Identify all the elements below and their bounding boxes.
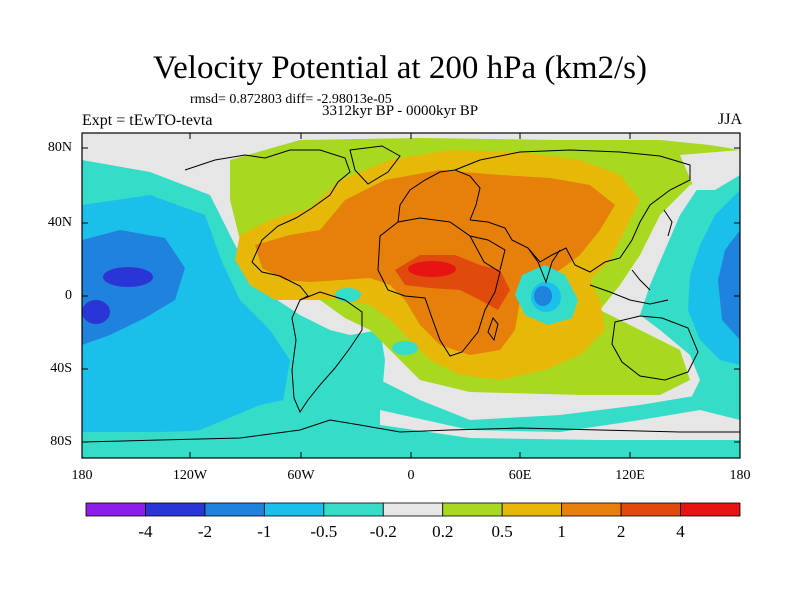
colorbar-label: 0.5 [491, 522, 513, 541]
lon-label-0: 0 [407, 468, 415, 483]
colorbar-swatch [620, 502, 681, 517]
contour-pos-4 [408, 261, 456, 277]
colorbar-label: -4 [138, 522, 153, 541]
contour-neg-0.2-atlantic-b [392, 341, 418, 355]
colorbar-swatch [501, 502, 563, 517]
colorbar-swatch [323, 502, 384, 517]
contour-fields [82, 133, 740, 458]
colorbar-swatch [382, 502, 444, 517]
colorbar-swatch [561, 502, 622, 517]
lat-label-40s: 40S [50, 361, 72, 376]
lat-label-0: 0 [65, 288, 72, 303]
lon-label-60w: 60W [287, 468, 315, 483]
contour-neg-2-west-a [103, 267, 153, 287]
lat-label-40n: 40N [47, 215, 72, 230]
colorbar-label: 1 [557, 522, 566, 541]
colorbar [85, 502, 741, 517]
contour-near-zero-antarctic [380, 410, 740, 440]
colorbar-label: -1 [257, 522, 272, 541]
axis-ticks [82, 133, 740, 458]
stats-line: rmsd= 0.872803 diff= -2.98013e-05 [190, 92, 392, 107]
map-title: Velocity Potential at 200 hPa (km2/s) [152, 50, 648, 86]
contour-near-zero-arctic [82, 133, 740, 150]
contour-neg-2-west-b [82, 300, 110, 324]
coastlines [82, 145, 740, 443]
colorbar-label: 4 [676, 522, 685, 541]
colorbar-label: 2 [616, 522, 626, 541]
lon-label-120e: 120E [615, 468, 645, 483]
colorbar-swatch [680, 502, 741, 517]
lat-label-80s: 80S [50, 434, 72, 449]
period-label: 3312kyr BP - 0000kyr BP [321, 103, 479, 119]
colorbar-swatch [442, 502, 503, 517]
colorbar-label: -2 [197, 522, 212, 541]
lon-label-120w: 120W [172, 468, 208, 483]
contour-near-zero-nepac [680, 150, 740, 190]
colorbar-swatch [85, 502, 146, 517]
colorbar-label: -0.2 [369, 522, 397, 541]
colorbar-swatch [263, 502, 325, 517]
contour-neg-0.2-atlantic-a [335, 288, 361, 302]
contour-pos-2-indian [482, 276, 502, 304]
lat-label-80n: 80N [47, 140, 72, 155]
colorbar-swatch [145, 502, 206, 517]
colorbar-label: 0.2 [432, 522, 454, 541]
lon-label-180w: 180 [71, 468, 93, 483]
season-label: JJA [717, 111, 742, 128]
contour-neg-1-east [718, 230, 740, 340]
contour-neg-1-indian-core [534, 286, 552, 306]
experiment-label: Expt = tEwTO-tevta [82, 112, 213, 129]
colorbar-label: -0.5 [310, 522, 338, 541]
lon-label-180e: 180 [729, 468, 751, 483]
colorbar-swatch [204, 502, 265, 517]
lon-label-60e: 60E [508, 468, 532, 483]
